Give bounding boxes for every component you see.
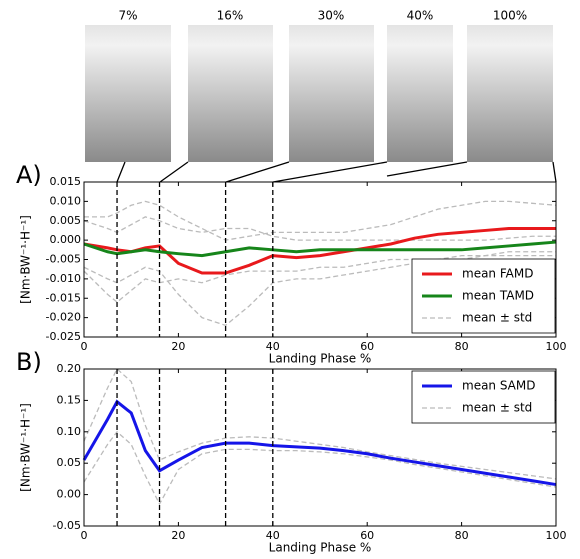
phase-label: 7%	[118, 9, 137, 23]
legend-label: mean ± std	[462, 311, 532, 325]
series-line	[83, 430, 557, 506]
x-axis-label: Landing Phase %	[269, 541, 372, 555]
x-tick-label: 40	[266, 340, 280, 353]
x-tick-label: 100	[546, 340, 567, 353]
connector	[225, 161, 290, 183]
y-tick-label: -0.015	[46, 291, 81, 304]
x-tick-label: 20	[171, 529, 185, 542]
connector	[116, 161, 126, 183]
x-tick-label: 80	[455, 529, 469, 542]
y-axis-label: [Nm·BW⁻¹·H⁻¹]	[19, 215, 33, 304]
y-tick-label: 0.005	[50, 214, 82, 227]
x-tick-label: 60	[360, 529, 374, 542]
legend-box	[411, 370, 556, 424]
y-tick-label: 0.00	[57, 488, 82, 501]
x-tick-label: 0	[81, 340, 88, 353]
y-tick-label: 0.10	[57, 425, 82, 438]
connector	[386, 161, 468, 177]
legend-label: mean FAMD	[462, 267, 533, 281]
y-tick-label: -0.010	[46, 272, 81, 285]
y-tick-label: 0.15	[57, 393, 82, 406]
y-tick-label: 0.20	[57, 362, 82, 375]
phase-image	[188, 25, 273, 162]
legend-label: mean TAMD	[462, 289, 534, 303]
panel-label: A)	[16, 161, 42, 189]
legend-label: mean ± std	[462, 401, 532, 415]
y-tick-label: 0.015	[50, 175, 82, 188]
x-tick-label: 80	[455, 340, 469, 353]
phase-label: 40%	[407, 9, 434, 23]
phase-label: 16%	[217, 9, 244, 23]
panel-label: B)	[16, 348, 42, 376]
x-tick-label: 100	[546, 529, 567, 542]
series-line	[83, 240, 557, 258]
chart: -0.05 0.00 0.05 0.10 0.15 0.20 0 20 40 60 80 100 Lan…	[16, 348, 567, 555]
y-tick-label: -0.020	[46, 311, 81, 324]
phase-label: 30%	[318, 9, 345, 23]
y-tick-label: -0.005	[46, 253, 81, 266]
connector	[552, 161, 557, 183]
x-tick-label: 60	[360, 340, 374, 353]
x-tick-label: 20	[171, 340, 185, 353]
series-line	[84, 200, 557, 241]
series-line	[83, 251, 556, 327]
y-tick-label: -0.05	[53, 519, 81, 532]
phase-image	[85, 25, 171, 162]
series-line	[82, 399, 557, 487]
y-tick-label: 0.000	[50, 233, 82, 246]
connector	[159, 161, 189, 183]
phase-image	[467, 25, 553, 162]
plot-frame	[83, 368, 557, 527]
chart: -0.025 -0.020 -0.015 -0.010 -0.005 0.000 0.005…	[16, 161, 567, 366]
series-line	[83, 216, 556, 241]
phase-image	[387, 25, 453, 162]
y-tick-label: -0.025	[46, 330, 81, 343]
series-line	[83, 254, 556, 303]
x-tick-label: 0	[81, 529, 88, 542]
y-tick-label: 0.05	[57, 456, 82, 469]
y-axis-label: [Nm·BW⁻¹·H⁻¹]	[19, 403, 33, 492]
legend-label: mean SAMD	[462, 379, 536, 393]
phase-images: 7% 16% 30% 40% 100%	[85, 9, 557, 183]
phase-label: 100%	[493, 9, 527, 23]
x-tick-label: 40	[266, 529, 280, 542]
y-tick-label: 0.010	[50, 194, 82, 207]
phase-image	[289, 25, 374, 162]
x-axis-label: Landing Phase %	[269, 352, 372, 366]
series-line	[83, 367, 557, 480]
connector	[272, 161, 388, 183]
